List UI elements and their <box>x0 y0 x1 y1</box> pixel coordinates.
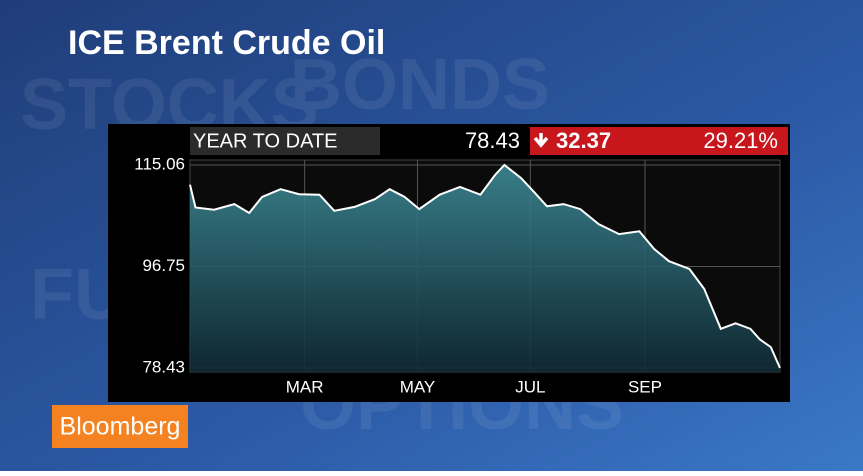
brand: Bloomberg <box>60 413 181 441</box>
plot: 78.43 96.75 115.06 MAR MAY JUL SEP <box>134 154 781 396</box>
background-word: BONDS <box>290 45 550 125</box>
line <box>189 163 781 369</box>
last-price: 78.43 <box>465 128 520 153</box>
price-change: 32.37 <box>556 128 611 153</box>
percent-change: 29.21% <box>703 128 778 153</box>
y-tick-label: 78.43 <box>142 357 185 376</box>
x-tick-label: MAR <box>286 377 324 396</box>
brand-box <box>52 405 188 448</box>
x-tick-label: SEP <box>628 377 662 396</box>
y-tick-label: 96.75 <box>142 256 185 275</box>
y-tick-label: 115.06 <box>134 154 185 173</box>
change-box <box>530 127 788 155</box>
x-tick-label: JUL <box>515 377 545 396</box>
x-tick-label: MAY <box>400 377 436 396</box>
area <box>190 165 780 372</box>
period-box <box>190 127 380 155</box>
period-label: YEAR TO DATE <box>193 130 337 152</box>
down-arrow <box>533 133 549 148</box>
chart-title: ICE Brent Crude Oil <box>68 24 385 62</box>
